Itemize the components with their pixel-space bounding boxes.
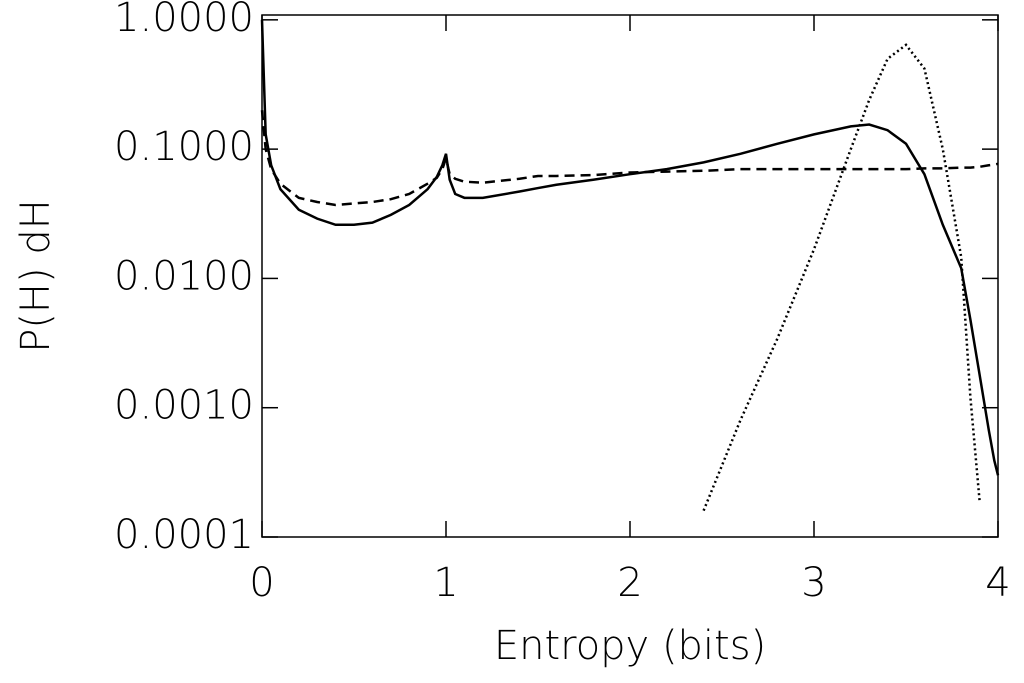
x-tick-label: 4 — [985, 560, 1010, 606]
y-axis-label: P(H) dH — [13, 199, 59, 353]
y-tick-label: 1.0000 — [114, 0, 254, 41]
plot-frame — [261, 14, 999, 538]
x-axis-label: Entropy (bits) — [494, 623, 766, 669]
series-line — [260, 110, 999, 207]
x-tick-label: 1 — [433, 560, 458, 606]
y-tick-label: 0.0001 — [114, 512, 254, 558]
series-line — [260, 19, 1000, 476]
series-line — [702, 43, 981, 512]
x-tick-label: 2 — [617, 560, 642, 606]
x-tick-label: 3 — [801, 560, 826, 606]
y-tick-label: 0.0100 — [114, 253, 254, 299]
y-tick-label: 0.0010 — [114, 383, 254, 429]
y-tick-label: 0.1000 — [114, 124, 254, 170]
x-tick-label: 0 — [249, 560, 274, 606]
